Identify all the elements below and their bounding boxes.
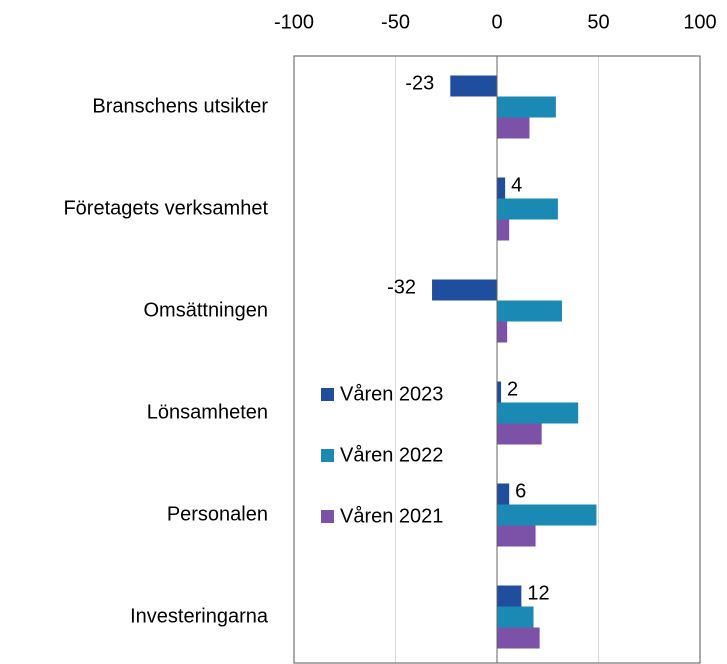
legend-swatch [321,449,334,462]
legend-swatch [321,388,334,401]
bar [497,606,534,628]
bar [497,504,597,526]
data-label: 4 [511,174,522,196]
y-tick-label: Branschens utsikter [92,95,268,117]
x-tick-label: 100 [683,11,716,33]
data-label: 6 [515,480,526,502]
x-tick-label: 0 [491,11,502,33]
bar [497,198,558,220]
bar [497,402,579,424]
y-tick-label: Omsättningen [143,299,268,321]
bar [497,117,530,139]
x-tick-label: 50 [587,11,609,33]
legend-label: Våren 2022 [340,444,443,466]
bar [497,525,536,547]
bar [432,279,497,301]
y-tick-label: Personalen [167,503,268,525]
y-tick-label: Företagets verksamhet [63,197,268,219]
bar [450,75,497,97]
bar [497,219,510,241]
data-label: 12 [527,582,549,604]
y-tick-label: Investeringarna [130,605,269,627]
x-tick-label: -100 [274,11,314,33]
bar [497,381,502,403]
bar [497,96,556,118]
data-label: -23 [405,72,434,94]
bar [497,321,508,343]
y-tick-label: Lönsamheten [147,401,268,423]
bar [497,177,506,199]
data-label: -32 [387,276,416,298]
bar [497,300,562,322]
bar [497,483,510,505]
legend-swatch [321,510,334,523]
bar [497,585,522,607]
x-tick-label: -50 [381,11,410,33]
bar [497,627,540,649]
legend-label: Våren 2023 [340,383,443,405]
data-label: 2 [507,378,518,400]
legend-label: Våren 2021 [340,505,443,527]
bar [497,423,542,445]
